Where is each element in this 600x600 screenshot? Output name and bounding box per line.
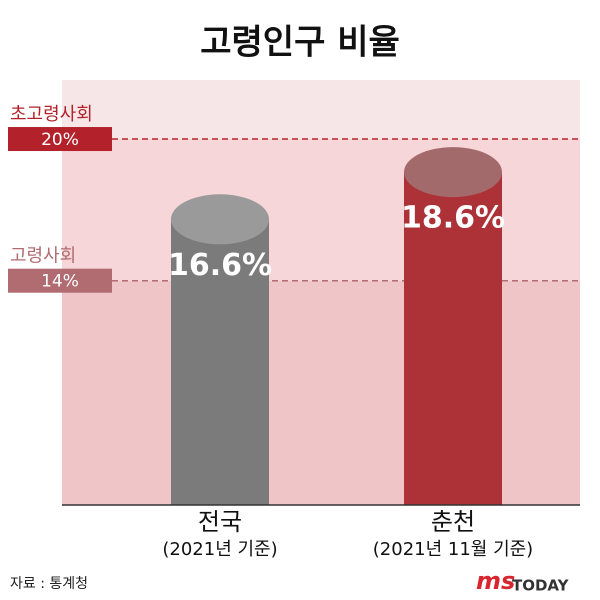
logo-name: TODAY bbox=[512, 577, 570, 595]
x-tick-note: (2021년 11월 기준) bbox=[373, 539, 533, 560]
x-tick-label: 전국 bbox=[198, 508, 242, 536]
bar bbox=[171, 219, 269, 506]
threshold-label: 14% bbox=[41, 272, 79, 292]
chart-title: 고령인구 비율 bbox=[200, 23, 400, 63]
band-top bbox=[62, 80, 580, 140]
threshold-box bbox=[8, 127, 112, 152]
threshold-name: 고령사회 bbox=[10, 246, 76, 267]
bar-cap bbox=[171, 194, 269, 245]
x-tick-label: 춘천 bbox=[431, 508, 475, 536]
value-label: 18.6% bbox=[401, 201, 505, 236]
source: 자료 : 통계청 bbox=[10, 576, 88, 592]
bar-cap bbox=[404, 147, 502, 198]
threshold-label: 20% bbox=[41, 130, 79, 150]
threshold-box bbox=[8, 268, 112, 293]
band-low bbox=[62, 280, 580, 505]
bar bbox=[404, 172, 502, 506]
plot: 초고령사회 20% 고령사회 14% 16.6% 전국 (2021년 기준) 18.6% 춘천 (… bbox=[8, 80, 580, 560]
threshold-name: 초고령사회 bbox=[10, 104, 93, 125]
logo-mark: ms bbox=[476, 567, 515, 595]
x-tick-note: (2021년 기준) bbox=[162, 539, 277, 560]
value-label: 16.6% bbox=[168, 248, 272, 283]
